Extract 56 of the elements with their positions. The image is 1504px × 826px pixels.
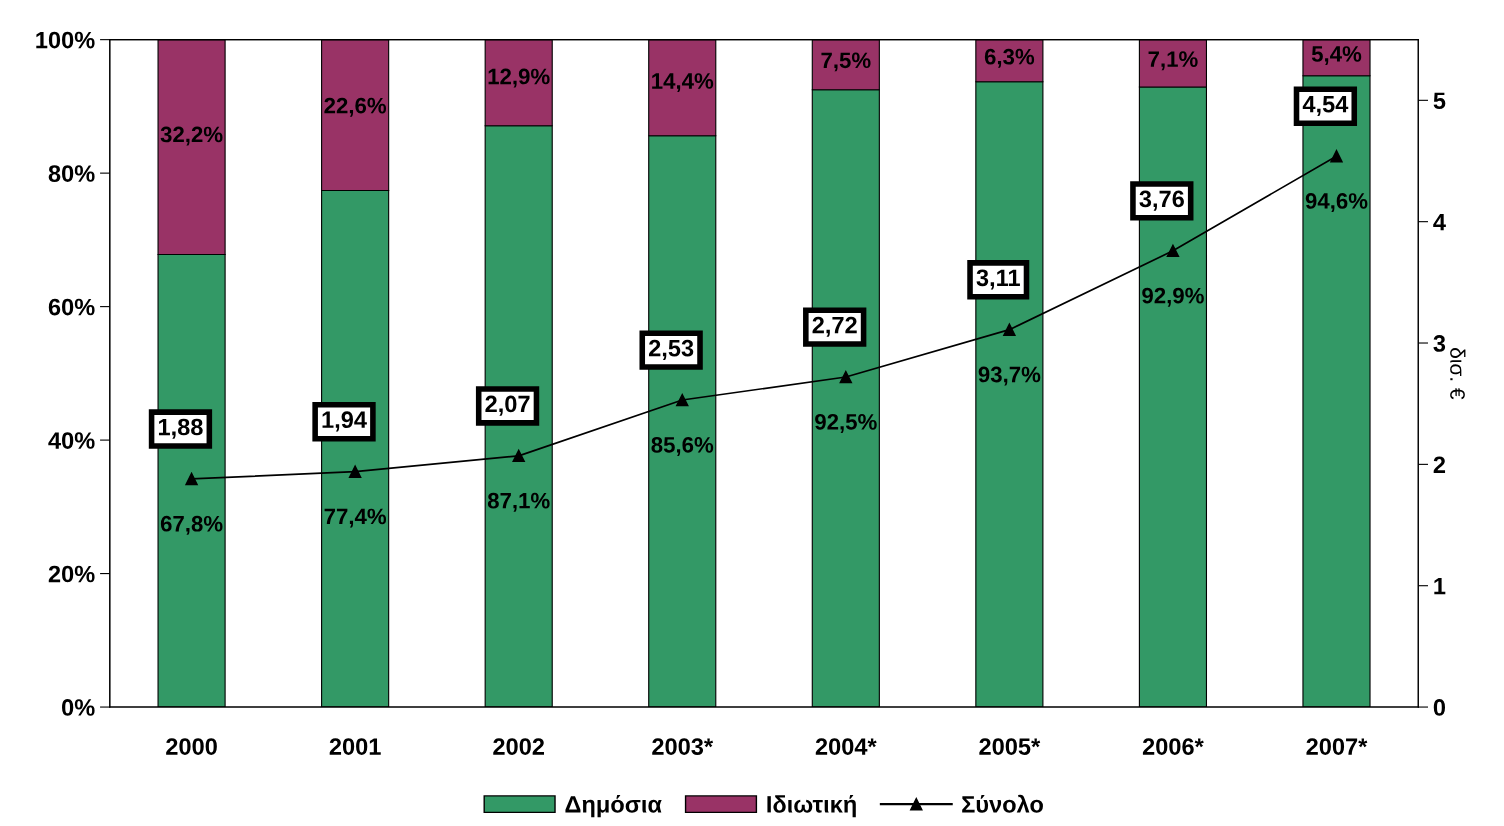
data-label: 94,6%: [1305, 193, 1368, 213]
data-label: 2,53: [648, 339, 694, 360]
point: [348, 465, 362, 478]
y2-tick-label: 4: [1433, 213, 1446, 231]
x-tick-label: 2001: [329, 738, 381, 755]
point: [676, 393, 689, 407]
data-label: 1,94: [322, 411, 367, 432]
data-label: 22,6%: [324, 97, 387, 117]
legend-label: Σύνολο: [962, 794, 1043, 813]
y-tick-label: 60%: [48, 298, 95, 316]
data-label: 5,4%: [1311, 46, 1362, 66]
data-label: 7,5%: [821, 52, 871, 72]
data-label: 12,9%: [488, 68, 550, 88]
y-tick-label: 0%: [62, 699, 95, 716]
y-tick-label: 80%: [48, 165, 95, 182]
data-label: 2,72: [812, 316, 857, 337]
x-tick-label: 2005*: [979, 738, 1041, 755]
data-label: 3,11: [976, 269, 1020, 290]
y2-axis-title: δισ. €: [1450, 348, 1466, 400]
y-tick-label: 40%: [48, 432, 95, 449]
x-tick-label: 2004*: [815, 738, 877, 755]
y2-tick-label: 0: [1433, 699, 1446, 716]
data-label: 6,3%: [984, 48, 1035, 68]
y2-tick-label: 1: [1434, 578, 1446, 595]
data-label: 92,9%: [1142, 287, 1204, 307]
x-tick-label: 2006*: [1142, 738, 1204, 755]
x-tick-label: 2003*: [652, 738, 714, 755]
legend-label: Δημόσια: [565, 795, 662, 818]
x-tick-label: 2000: [166, 738, 217, 755]
point: [1166, 244, 1180, 258]
data-label: 4,54: [1302, 96, 1349, 117]
point: [512, 449, 525, 463]
data-label: 2,07: [485, 395, 530, 416]
x-tick-label: 2007*: [1306, 738, 1368, 755]
data-label: 92,5%: [815, 413, 877, 433]
y2-tick-label: 3: [1433, 335, 1446, 352]
point: [1330, 149, 1343, 163]
point: [1003, 323, 1016, 336]
y2-tick-label: 2: [1433, 456, 1446, 473]
point: [185, 472, 198, 486]
y2-tick-label: 5: [1433, 92, 1446, 110]
data-label: 67,8%: [160, 515, 223, 535]
data-label: 85,6%: [651, 437, 714, 456]
data-label: 3,76: [1139, 190, 1184, 211]
y-tick-label: 100%: [36, 31, 95, 49]
data-label: 93,7%: [978, 366, 1041, 386]
y-tick-label: 20%: [48, 565, 95, 583]
data-label: 7,1%: [1148, 51, 1198, 71]
legend-label: Ιδιωτική: [767, 795, 856, 818]
data-label: 32,2%: [160, 126, 223, 146]
point: [839, 370, 853, 384]
data-label: 77,4%: [324, 508, 387, 528]
data-label: 87,1%: [487, 492, 550, 512]
x-tick-label: 2002: [493, 738, 545, 755]
data-label: 14,4%: [652, 73, 714, 93]
data-label: 1,88: [158, 418, 203, 439]
